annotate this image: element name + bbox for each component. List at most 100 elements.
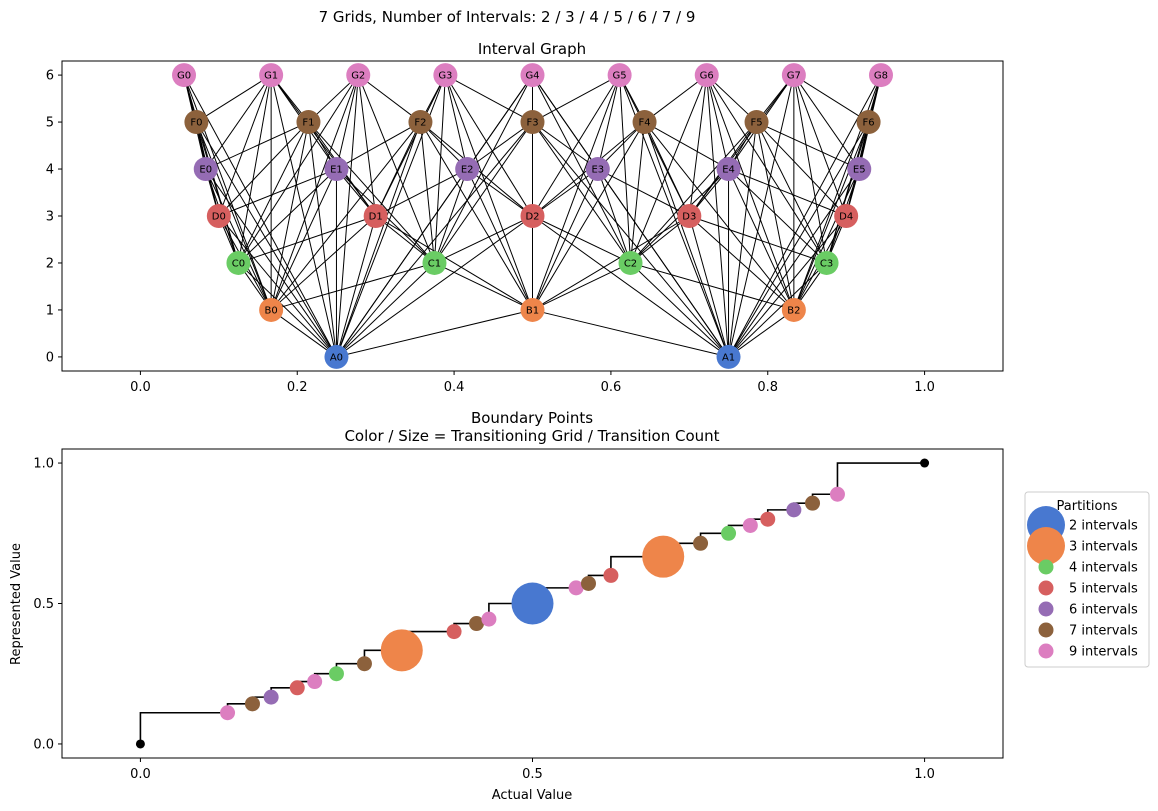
edge-A0-F0 (195, 121, 337, 358)
legend-marker (1038, 559, 1054, 575)
legend-title: Partitions (1057, 499, 1118, 514)
edge-E4-G6 (706, 74, 730, 170)
node-label-B0: B0 (265, 305, 278, 316)
edge-C2-G6 (630, 74, 708, 264)
edge-A1-F5 (728, 122, 758, 357)
edge-B2-F4 (644, 121, 795, 311)
edge-D0-F1 (218, 121, 309, 217)
node-label-C1: C1 (428, 258, 441, 269)
boundary-point (786, 502, 802, 518)
node-label-F4: F4 (638, 118, 650, 129)
node-E2 (455, 157, 480, 182)
node-label-A1: A1 (722, 352, 735, 363)
boundary-x-axis-label: Actual Value (492, 788, 573, 803)
legend-label: 6 intervals (1069, 603, 1138, 618)
legend-marker (1027, 527, 1065, 565)
node-G1 (259, 63, 284, 88)
edge-C0-E1 (238, 168, 337, 264)
edge-B1-C2 (532, 262, 631, 311)
node-D3 (677, 204, 702, 228)
edge-A1-G7 (728, 74, 795, 358)
x-tick-label: 0.6 (601, 380, 622, 395)
node-E0 (193, 157, 218, 182)
boundary-y-ticks: 0.0 0.5 1.0 (33, 457, 62, 752)
boundary-point (220, 705, 236, 721)
legend-label: 5 intervals (1069, 582, 1138, 597)
edge-D1-G1 (270, 74, 377, 217)
edge-A0-C0 (238, 262, 337, 358)
edge-C3-G6 (706, 74, 827, 264)
boundary-point (446, 624, 462, 640)
edge-A0-F2 (335, 121, 421, 358)
interval-graph-title: Interval Graph (478, 40, 586, 58)
edge-C1-F3 (434, 121, 533, 264)
node-label-E5: E5 (853, 165, 866, 176)
boundary-point (511, 582, 554, 625)
node-F2 (408, 110, 433, 135)
edge-B2-F5 (756, 121, 795, 311)
edge-A0-D1 (335, 215, 377, 358)
edge-B2-E4 (728, 168, 795, 311)
node-F1 (296, 110, 321, 135)
edge-E0-F1 (205, 121, 309, 170)
edge-C2-G4 (532, 74, 631, 264)
edge-B1-D1 (375, 215, 533, 311)
node-label-E2: E2 (461, 165, 474, 176)
y-tick-label: 1.0 (33, 457, 54, 472)
boundary-point (642, 535, 685, 578)
edge-C1-F2 (419, 122, 435, 264)
boundary-x-ticks: 0.0 0.5 1.0 (130, 758, 935, 782)
edge-A1-F6 (728, 121, 870, 358)
node-F6 (856, 110, 881, 135)
boundary-points-subtitle: Color / Size = Transitioning Grid / Tran… (344, 427, 719, 445)
edge-A1-C3 (728, 262, 827, 358)
x-tick-label: 1.0 (914, 380, 935, 395)
edge-D1-G3 (375, 74, 446, 217)
edge-D0-G1 (218, 74, 272, 217)
boundary-point (742, 517, 758, 533)
edge-C3-D3 (689, 215, 827, 264)
node-label-F3: F3 (526, 118, 538, 129)
node-D1 (363, 204, 388, 228)
edge-A0-G1 (270, 74, 337, 358)
node-B2 (781, 297, 806, 322)
edge-F0-G1 (196, 74, 272, 123)
node-label-G0: G0 (177, 71, 191, 82)
edge-E3-F3 (532, 121, 599, 170)
node-G7 (781, 63, 806, 88)
edge-A0-B1 (336, 309, 533, 358)
boundary-point (760, 511, 776, 527)
node-label-E0: E0 (199, 165, 212, 176)
edge-B1-C1 (434, 262, 533, 311)
x-tick-label: 0.4 (444, 380, 465, 395)
edge-D2-G3 (444, 74, 533, 217)
node-label-D1: D1 (369, 212, 383, 223)
y-tick-label: 3 (46, 210, 54, 225)
node-label-G5: G5 (613, 71, 627, 82)
boundary-point (307, 674, 323, 690)
edge-C0-G1 (237, 75, 272, 264)
node-C1 (422, 250, 447, 275)
boundary-point (693, 535, 709, 551)
interval-graph-x-ticks: 0.0 0.2 0.4 0.6 0.8 1.0 (130, 371, 935, 395)
node-label-G1: G1 (264, 71, 278, 82)
edge-C3-F5 (756, 121, 828, 264)
node-D0 (206, 204, 231, 228)
node-label-B2: B2 (787, 305, 800, 316)
x-tick-label: 1.0 (914, 767, 935, 782)
edge-E2-G3 (444, 74, 468, 170)
edge-C2-E3 (597, 168, 631, 264)
legend-label: 7 intervals (1069, 624, 1138, 639)
legend-label: 2 intervals (1069, 519, 1138, 534)
edge-F4-G6 (644, 74, 708, 123)
edge-D4-F5 (756, 121, 847, 217)
edge-B1-E3 (532, 168, 599, 311)
edge-D3-E3 (597, 168, 690, 217)
edge-B0-G2 (270, 74, 359, 311)
node-label-A0: A0 (330, 352, 343, 363)
y-tick-label: 2 (46, 256, 54, 271)
node-label-G3: G3 (438, 71, 452, 82)
boundary-point (289, 680, 305, 696)
y-tick-label: 0.5 (33, 597, 54, 612)
edge-B1-D3 (532, 215, 690, 311)
